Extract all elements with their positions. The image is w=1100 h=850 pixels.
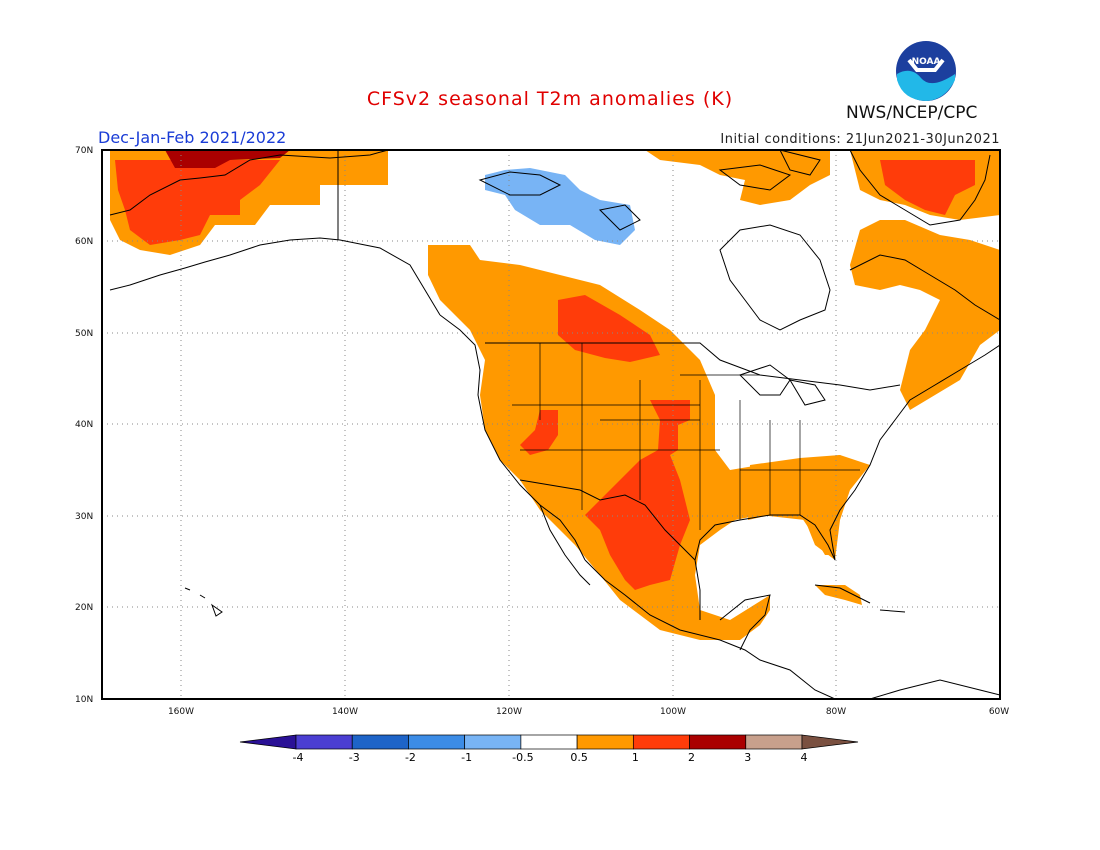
colorbar-swatch (295, 734, 353, 750)
colorbar-tick-label: -1 (461, 751, 472, 764)
anomaly-fields (110, 150, 1000, 640)
colorbar-high-arrow (801, 734, 859, 750)
initial-conditions-label: Initial conditions: 21Jun2021-30Jun2021 (720, 132, 1000, 147)
anomaly-region-greenland-core (880, 160, 975, 215)
lon-label: 160W (168, 707, 194, 717)
coastlines (109, 150, 1000, 699)
anomaly-region-caribbean (815, 585, 862, 605)
lat-label: 50N (75, 329, 93, 339)
colorbar: -4 -3 -2 -1 -0.5 0.5 1 2 3 4 (239, 734, 859, 764)
colorbar-tick-label: 3 (744, 751, 751, 764)
colorbar-tick-label: 2 (688, 751, 695, 764)
map-frame (101, 149, 1001, 700)
lat-label: 40N (75, 420, 93, 430)
chart-title: CFSv2 seasonal T2m anomalies (K) (366, 88, 734, 110)
lat-label: 60N (75, 237, 93, 247)
lon-label: 80W (826, 707, 846, 717)
colorbar-swatch (520, 734, 578, 750)
lat-label: 30N (75, 512, 93, 522)
agency-label: NWS/NCEP/CPC (846, 103, 978, 123)
lat-label: 20N (75, 603, 93, 613)
anomaly-region-canada-north-cold (485, 168, 635, 245)
lon-label: 120W (496, 707, 522, 717)
svg-text:NOAA: NOAA (912, 57, 941, 67)
lat-label: 10N (75, 695, 93, 705)
season-label: Dec-Jan-Feb 2021/2022 (98, 128, 287, 147)
anomaly-region-southern-plains (585, 400, 690, 590)
colorbar-tick-label: 1 (632, 751, 639, 764)
colorbar-swatch (351, 734, 409, 750)
lon-label: 140W (332, 707, 358, 717)
colorbar-tick-label: 0.5 (570, 751, 588, 764)
colorbar-swatch (576, 734, 634, 750)
colorbar-swatch (464, 734, 522, 750)
lat-label: 70N (75, 146, 93, 156)
colorbar-swatch (745, 734, 803, 750)
anomaly-region-western-us (428, 245, 870, 640)
noaa-logo-icon: NOAA (896, 41, 956, 101)
colorbar-tick-label: -4 (293, 751, 304, 764)
colorbar-tick-label: 4 (801, 751, 808, 764)
anomaly-region-great-basin (520, 410, 558, 455)
colorbar-swatch (632, 734, 690, 750)
anomaly-region-alaska-core (115, 160, 280, 245)
anomaly-region-eastern-canada (850, 220, 1000, 410)
state-borders (512, 343, 860, 530)
lat-axis-labels: 70N 60N 50N 40N 30N 20N 10N (75, 146, 93, 705)
colorbar-low-arrow (239, 734, 297, 750)
anomaly-region-arctic-islands (645, 150, 830, 205)
lon-label: 100W (660, 707, 686, 717)
colorbar-swatch (408, 734, 466, 750)
lon-label: 60W (989, 707, 1009, 717)
colorbar-tick-label: -3 (349, 751, 360, 764)
anomaly-region-southeast-us (748, 455, 860, 555)
colorbar-swatch (689, 734, 747, 750)
anomaly-region-alaska-north (165, 150, 290, 168)
lon-axis-labels: 160W 140W 120W 100W 80W 60W (168, 707, 1009, 717)
colorbar-tick-label: -2 (405, 751, 416, 764)
colorbar-tick-label: -0.5 (512, 751, 533, 764)
anomaly-region-northern-rockies (558, 295, 660, 362)
